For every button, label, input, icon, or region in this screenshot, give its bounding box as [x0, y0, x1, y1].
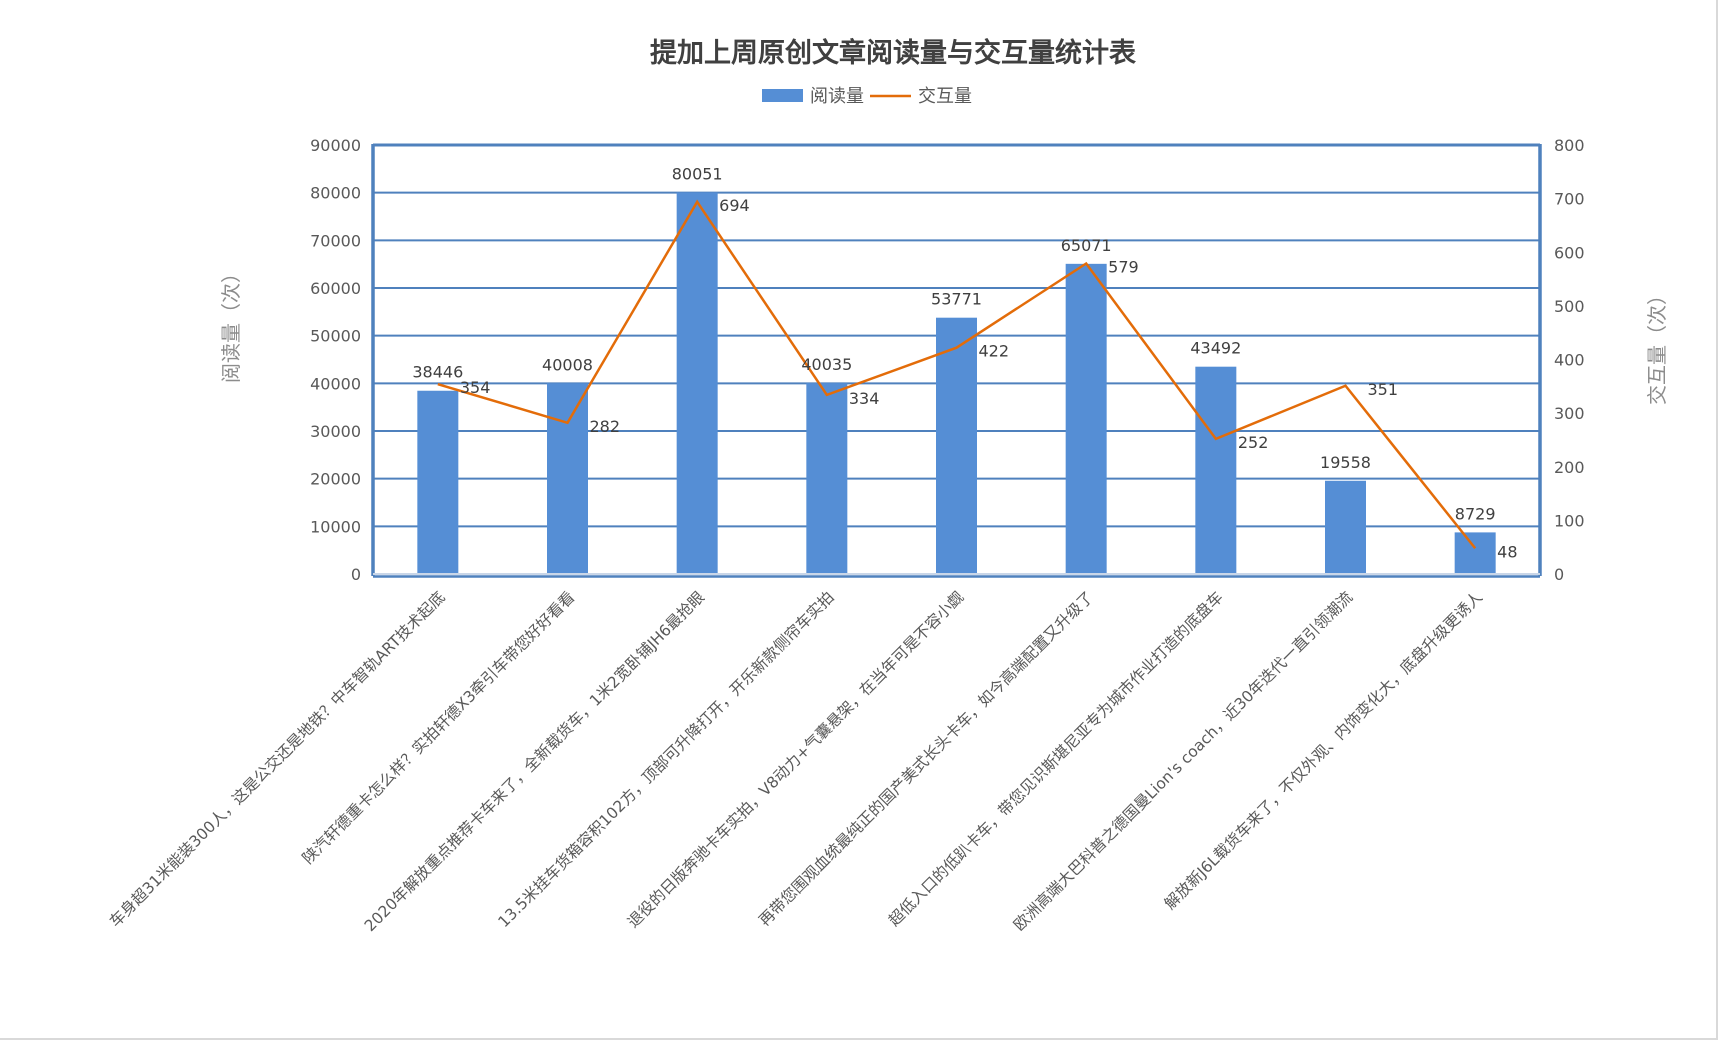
interactions-line [437, 199, 1477, 550]
bar-data-labels: 38446 40008 80051 40035 53771 65071 43492 19558… [412, 164, 1495, 523]
line-value-label: 351 [1368, 380, 1399, 399]
bar-value-label: 40035 [801, 355, 852, 374]
line-series-interactions [437, 199, 1477, 550]
left-tick-label: 10000 [310, 517, 361, 536]
right-tick-label: 500 [1554, 297, 1585, 316]
bar [417, 390, 459, 574]
legend-bar-label: 阅读量 [810, 86, 864, 107]
right-axis-title: 交互量（次） [1645, 285, 1669, 405]
bar-value-label: 38446 [412, 363, 463, 382]
left-tick-label: 50000 [310, 327, 361, 346]
line-value-label: 48 [1497, 542, 1517, 561]
line-value-label: 579 [1108, 258, 1139, 277]
left-tick-label: 80000 [310, 184, 361, 203]
bar-value-label: 65071 [1061, 236, 1112, 255]
right-tick-label: 700 [1554, 190, 1585, 209]
bar-value-label: 19558 [1320, 453, 1371, 472]
line-value-label: 252 [1238, 433, 1269, 452]
bar-value-label: 40008 [542, 355, 593, 374]
right-tick-label: 100 [1554, 511, 1585, 530]
right-tick-label: 200 [1554, 458, 1585, 477]
chart-title: 提加上周原创文章阅读量与交互量统计表 [650, 37, 1136, 69]
bar-value-label: 8729 [1455, 504, 1496, 523]
bar [1065, 263, 1107, 574]
bar-value-label: 53771 [931, 290, 982, 309]
left-tick-label: 70000 [310, 231, 361, 250]
left-tick-label: 0 [351, 565, 361, 584]
left-tick-label: 30000 [310, 422, 361, 441]
left-tick-label: 60000 [310, 279, 361, 298]
right-tick-label: 0 [1554, 565, 1564, 584]
right-tick-label: 600 [1554, 243, 1585, 262]
right-tick-label: 300 [1554, 404, 1585, 423]
category-label: 解放新J6L载货车来了，不仅外观、内饰变化大，底盘升级更诱人 [1160, 587, 1486, 913]
left-tick-label: 40000 [310, 374, 361, 393]
bar-value-label: 43492 [1190, 339, 1241, 358]
legend-bar-swatch-icon [762, 89, 803, 102]
right-tick-label: 400 [1554, 351, 1585, 370]
left-axis-title: 阅读量（次） [219, 263, 243, 383]
bar [1195, 366, 1237, 574]
bar [1325, 480, 1366, 574]
bar-value-label: 80051 [672, 164, 723, 183]
bar-series-reads [417, 192, 1496, 574]
bar [806, 383, 848, 574]
right-tick-label: 800 [1554, 136, 1585, 155]
line-value-label: 422 [979, 342, 1010, 361]
line-data-labels: 354 282 694 334 422 579 252 351 48 [460, 196, 1518, 561]
right-axis-ticks: 0 100 200 300 400 500 600 700 800 [1554, 136, 1585, 584]
axes [371, 143, 1542, 578]
line-value-label: 354 [460, 378, 491, 397]
bar [1454, 532, 1496, 574]
bar [547, 383, 588, 574]
legend: 阅读量 交互量 [762, 86, 972, 107]
left-tick-label: 20000 [310, 470, 361, 489]
line-value-label: 282 [590, 417, 621, 436]
bar [936, 317, 977, 574]
left-tick-label: 90000 [310, 136, 361, 155]
line-value-label: 694 [719, 196, 750, 215]
legend-line-label: 交互量 [918, 86, 972, 107]
category-label: 陕汽轩德重卡怎么样？实拍轩德X3牵引车带您好好看看 [299, 588, 578, 867]
line-value-label: 334 [849, 389, 880, 408]
category-labels: 车身超31米能装300人，这是公交还是地铁？中车智轨ART技术起底陕汽轩德重卡怎… [106, 587, 1486, 935]
left-axis-ticks: 0 10000 20000 30000 40000 50000 60000 70000 8000… [310, 136, 361, 584]
bar [676, 192, 718, 574]
